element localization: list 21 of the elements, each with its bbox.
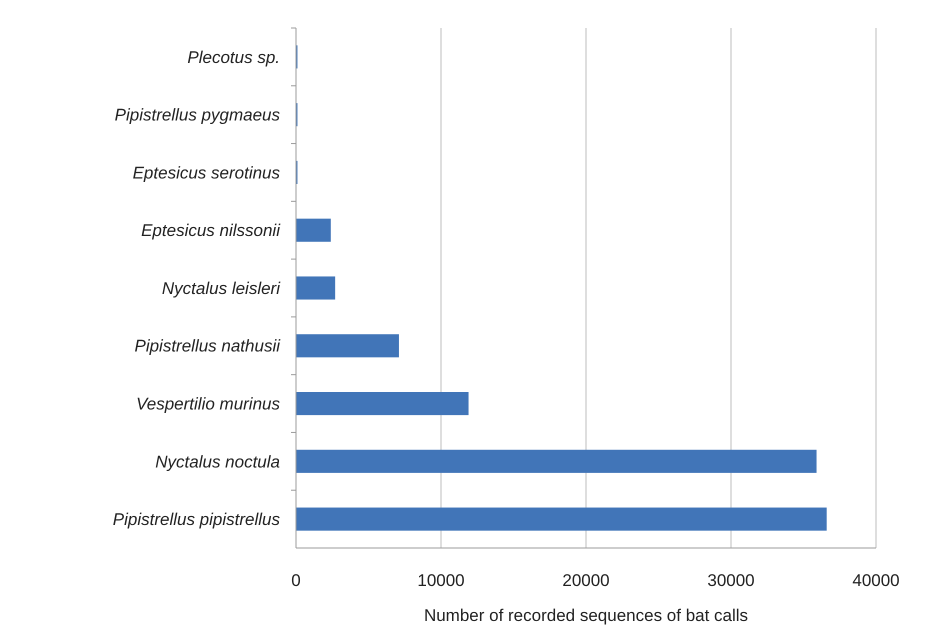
x-tick-label: 0 — [291, 571, 301, 590]
bar — [296, 334, 399, 358]
bar — [296, 392, 469, 416]
y-tick-label: Plecotus sp. — [187, 48, 280, 67]
y-tick-label: Eptesicus nilssonii — [141, 221, 282, 240]
bar — [296, 218, 331, 242]
x-tick-label: 20000 — [562, 571, 610, 590]
y-tick-label: Pipistrellus pipistrellus — [112, 510, 280, 530]
y-tick-label: Eptesicus serotinus — [132, 163, 280, 182]
bar — [296, 508, 827, 531]
y-tick-label: Pipistrellus nathusii — [134, 336, 282, 356]
x-tick-label: 40000 — [852, 571, 900, 590]
y-tick-label: Pipistrellus pygmaeus — [114, 106, 280, 125]
bar — [296, 450, 817, 473]
y-tick-label: Vespertilio murinus — [136, 394, 280, 414]
y-tick-label: Nyctalus leisleri — [162, 278, 282, 298]
x-tick-label: 10000 — [417, 571, 465, 590]
bar — [296, 276, 336, 300]
x-tick-label: 30000 — [707, 571, 755, 590]
x-axis-title: Number of recorded sequences of bat calls — [424, 606, 748, 625]
y-tick-label: Nyctalus noctula — [155, 452, 280, 472]
